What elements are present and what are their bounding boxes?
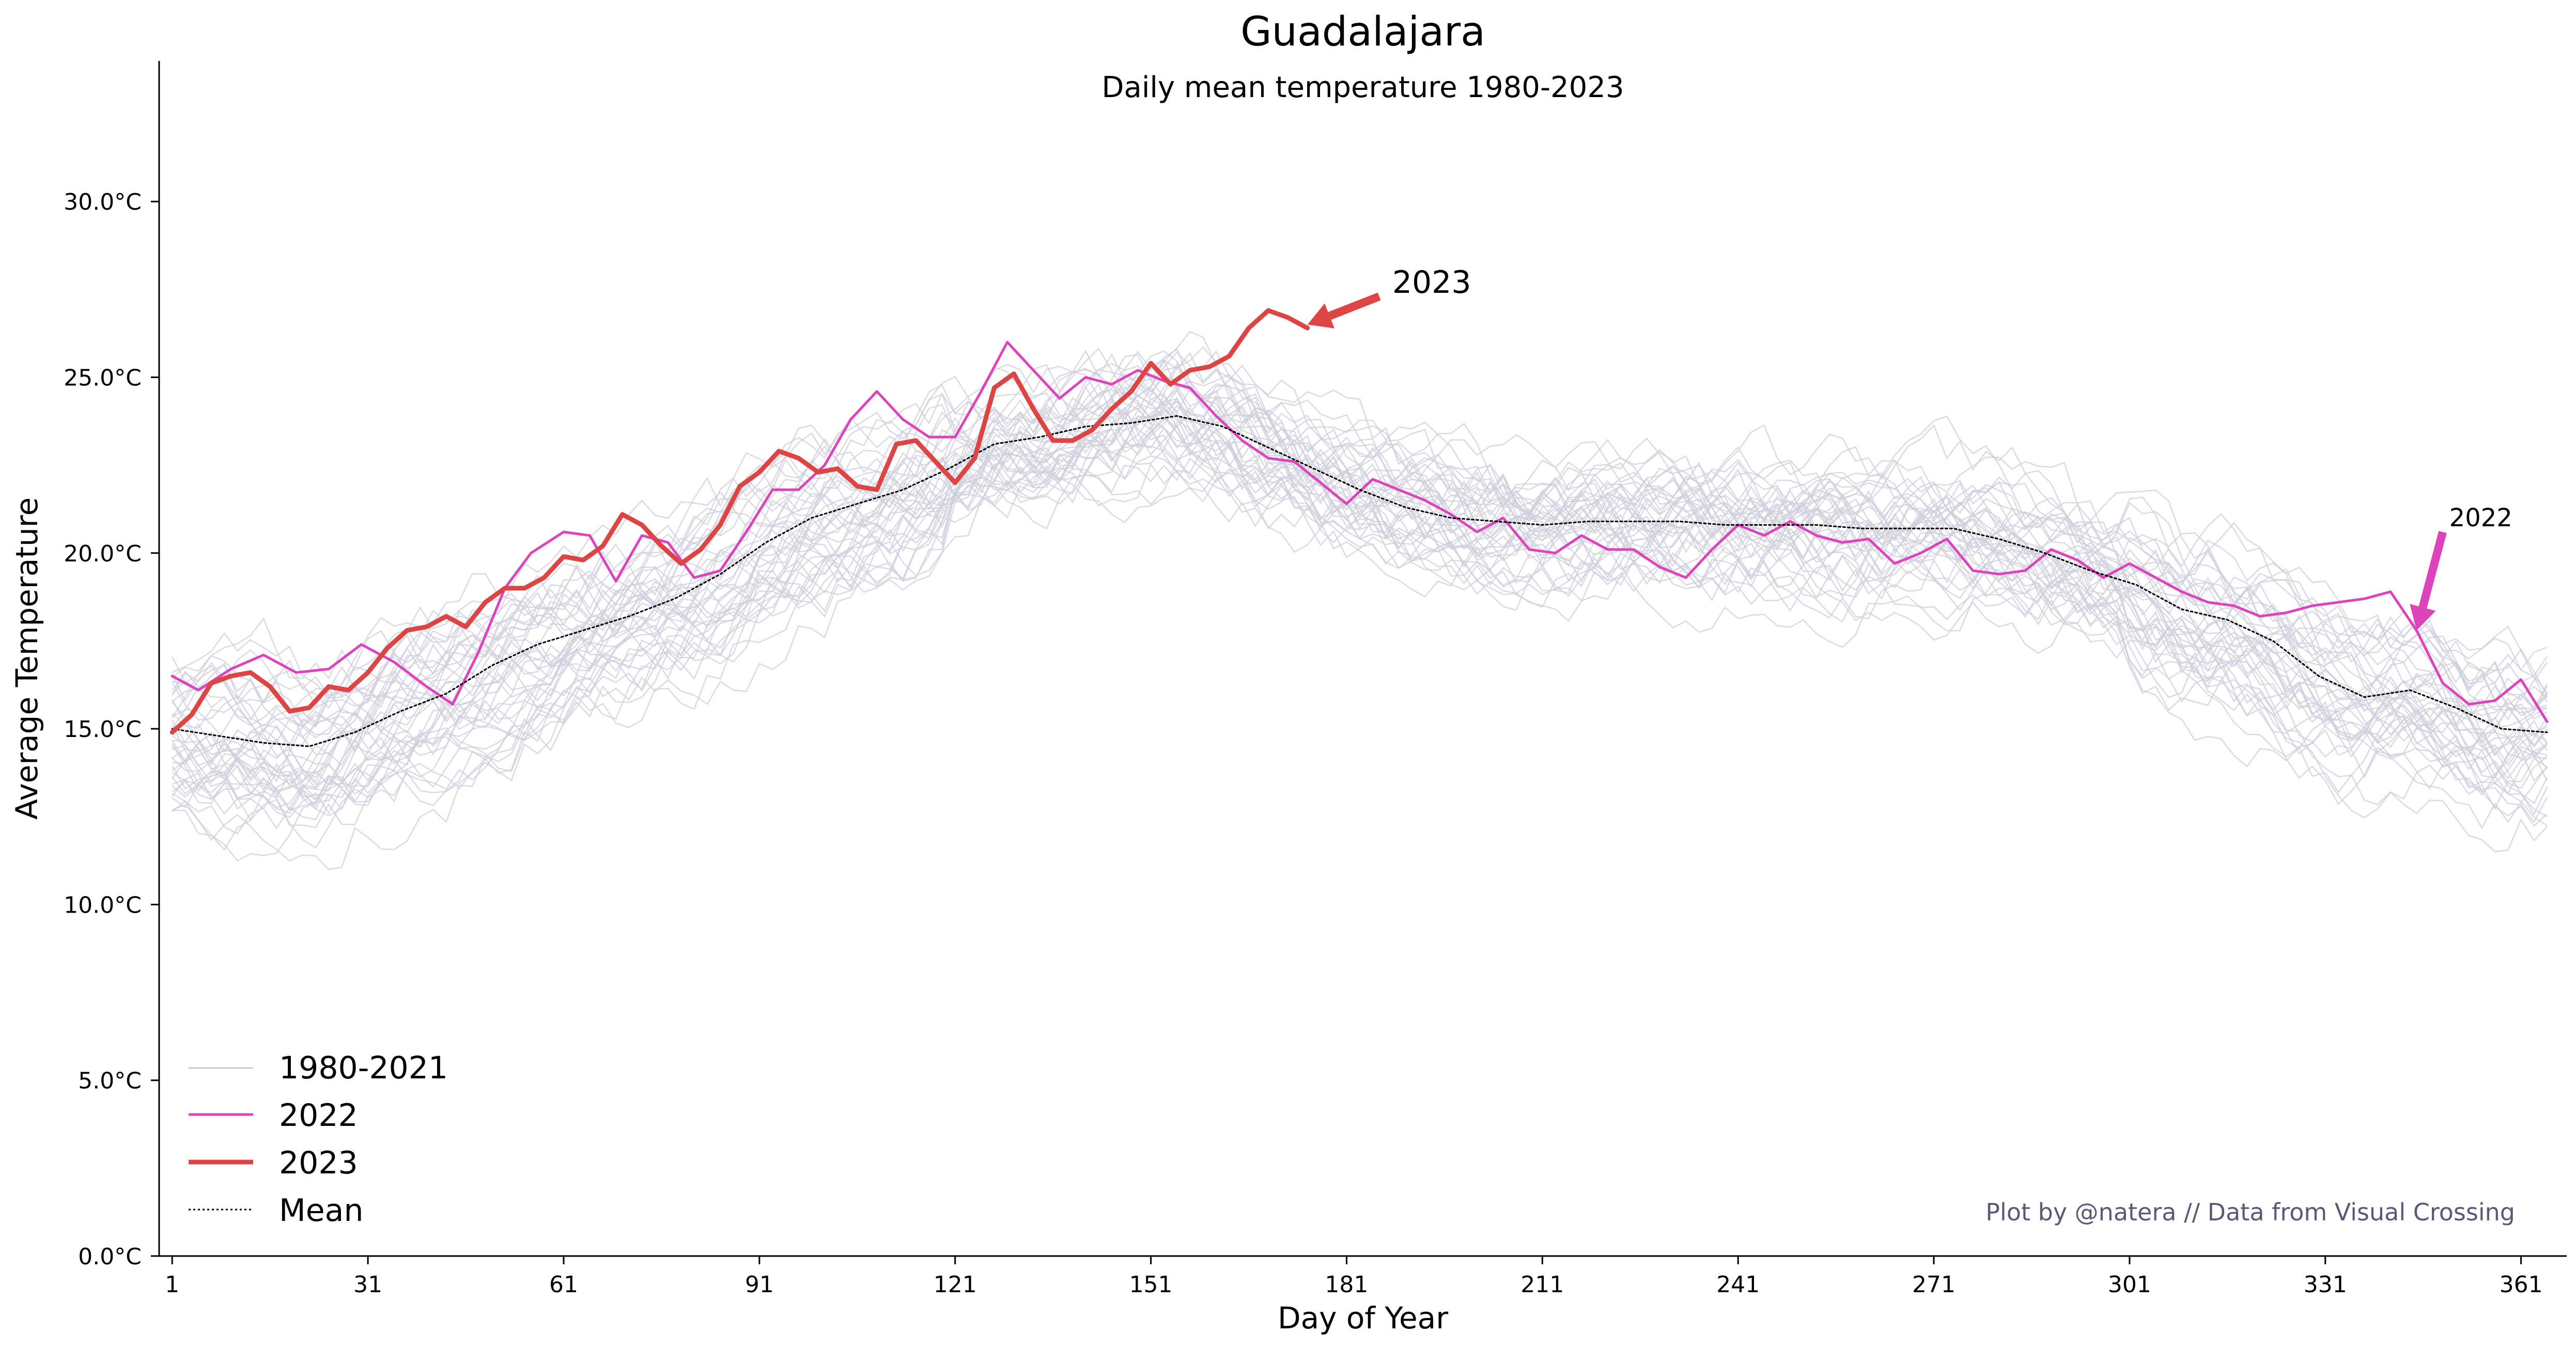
y-tick-label: 15.0°C (64, 716, 142, 743)
chart-subtitle: Daily mean temperature 1980-2023 (1101, 71, 1624, 104)
annotation-arrow-shaft (2418, 530, 2447, 609)
x-tick-label: 31 (353, 1272, 382, 1298)
x-tick-label: 361 (2500, 1272, 2543, 1298)
y-axis-ticks: 0.0°C 5.0°C 10.0°C 15.0°C 20.0°C 25.0°C 30.0°C (64, 189, 159, 1270)
historical-year-line (172, 396, 2548, 808)
historical-year-line (172, 405, 2548, 807)
annotation-arrow-head (1307, 303, 1334, 328)
historical-year-line (172, 416, 2548, 819)
historical-year-line (172, 413, 2548, 853)
chart-title: Guadalajara (1240, 9, 1485, 55)
x-tick-label: 331 (2304, 1272, 2347, 1298)
x-tick-label: 181 (1325, 1272, 1368, 1298)
historical-year-line (172, 348, 2548, 739)
annotations: 2023 2022 (1307, 264, 2512, 631)
annotation-label: 2022 (2449, 504, 2512, 532)
x-tick-label: 241 (1716, 1272, 1760, 1298)
historical-year-line (172, 388, 2548, 830)
series-line-mean (171, 415, 2548, 747)
x-tick-label: 1 (165, 1272, 179, 1298)
y-tick-label: 20.0°C (64, 541, 142, 567)
historical-year-line (172, 363, 2548, 731)
y-tick-label: 0.0°C (78, 1244, 142, 1270)
series-line-2022 (170, 341, 2549, 723)
historical-year-line (172, 354, 2548, 703)
y-tick-label: 25.0°C (64, 365, 142, 391)
annotation-arrow-shaft (1328, 292, 1381, 320)
legend-label-mean: Mean (279, 1193, 363, 1229)
series-line-2023 (169, 308, 1310, 735)
x-tick-label: 151 (1129, 1272, 1173, 1298)
y-tick-label: 30.0°C (64, 189, 142, 215)
annotation-arrow-head (2410, 604, 2436, 631)
x-tick-label: 91 (745, 1272, 774, 1298)
legend-label-historical: 1980-2021 (279, 1050, 448, 1086)
historical-year-line (172, 389, 2548, 810)
x-tick-label: 61 (549, 1272, 578, 1298)
x-tick-label: 271 (1912, 1272, 1956, 1298)
historical-year-line (172, 415, 2548, 762)
historical-year-line (172, 384, 2548, 788)
historical-year-line (172, 368, 2548, 727)
historical-year-line (172, 410, 2548, 862)
credit-text: Plot by @natera // Data from Visual Cros… (1985, 1198, 2515, 1226)
x-tick-label: 121 (934, 1272, 977, 1298)
series-layer (169, 308, 2549, 747)
historical-year-line (172, 404, 2548, 739)
x-axis-title: Day of Year (1278, 1300, 1448, 1336)
x-tick-label: 301 (2108, 1272, 2151, 1298)
historical-year-line (172, 346, 2548, 710)
historical-year-line (172, 351, 2548, 793)
historical-year-line (172, 383, 2548, 777)
historical-year-line (172, 366, 2548, 707)
historical-year-line (172, 438, 2548, 818)
historical-year-line (172, 451, 2548, 835)
x-axis-ticks: 1 31 61 91 121 151 181 211 241 271 301 331 361 (165, 1256, 2543, 1298)
y-tick-label: 5.0°C (78, 1068, 142, 1094)
x-tick-label: 211 (1520, 1272, 1564, 1298)
historical-year-line (172, 350, 2548, 723)
historical-year-line (172, 398, 2548, 870)
annotation-label: 2023 (1392, 264, 1471, 301)
historical-year-line (172, 331, 2548, 697)
legend-label-2023: 2023 (279, 1145, 358, 1181)
y-tick-label: 10.0°C (64, 892, 142, 918)
y-axis-title: Average Temperature (9, 497, 44, 820)
legend: 1980-2021 2022 2023 Mean (189, 1050, 448, 1229)
legend-label-2022: 2022 (279, 1097, 358, 1134)
